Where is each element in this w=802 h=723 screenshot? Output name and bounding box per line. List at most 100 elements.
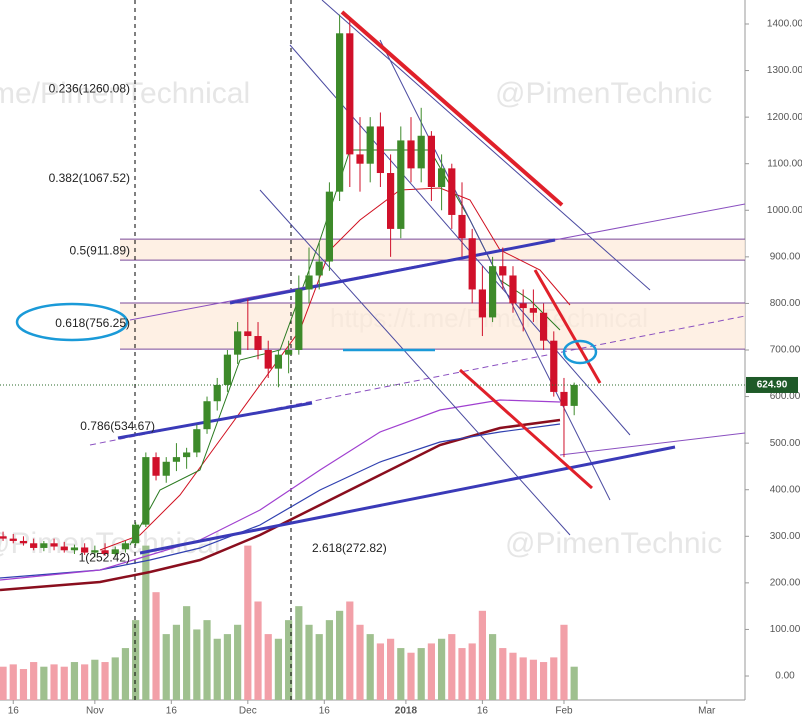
candle-body — [417, 135, 425, 169]
candle-body — [274, 354, 283, 369]
fib-zone — [120, 302, 745, 350]
candle-body — [152, 457, 160, 476]
trend-line — [321, 0, 651, 291]
highlight-circle — [15, 302, 129, 342]
volume-bar — [478, 610, 486, 700]
y-tick-label: 800.00 — [770, 298, 801, 309]
fib-label: 0.618(756.25) — [55, 316, 130, 330]
volume-bar — [285, 620, 293, 700]
watermark: @PimenTechnic — [495, 77, 712, 110]
ma-line — [99, 187, 571, 551]
volume-bar — [448, 634, 456, 700]
candle-body — [295, 289, 303, 350]
volume-bar — [193, 629, 201, 700]
candle-body — [111, 549, 119, 554]
y-tick-label: 1100.00 — [767, 158, 802, 169]
x-tick-label: Feb — [555, 706, 573, 717]
y-tick-label: 0.00 — [775, 671, 795, 682]
y-tick-label: 400.00 — [770, 484, 801, 495]
volume-bar — [397, 648, 405, 700]
volume-bar — [50, 664, 58, 700]
volume-bar — [142, 545, 150, 700]
volume-bar — [111, 657, 119, 700]
trend-line — [459, 368, 593, 490]
candle-body — [325, 191, 334, 262]
ma-line — [0, 399, 561, 581]
volume-bar — [468, 643, 476, 700]
candle-body — [213, 384, 221, 402]
volume-bar — [254, 601, 262, 700]
volume-bar — [132, 620, 140, 700]
x-tick-label: 2018 — [395, 706, 418, 717]
volume-bar — [458, 648, 466, 700]
volume-bar — [550, 657, 558, 700]
volume-bar — [264, 634, 272, 700]
candle-body — [539, 312, 548, 341]
volume-bar — [172, 624, 181, 700]
volume-bar — [152, 592, 160, 700]
volume-bar — [30, 662, 38, 700]
candle-body — [172, 457, 181, 462]
fib-label: 2.618(272.82) — [312, 541, 387, 555]
candle-body — [9, 538, 17, 541]
candle-body — [244, 331, 252, 337]
price-box — [746, 376, 798, 393]
x-tick-label: 16 — [166, 706, 178, 717]
candle-body — [478, 289, 486, 318]
candle-body — [397, 140, 405, 229]
candle-body — [488, 266, 497, 318]
candle-body — [70, 547, 79, 551]
candle-body — [91, 550, 99, 553]
highlight-circle — [562, 339, 598, 365]
ma-line — [0, 423, 561, 579]
y-tick-label: 1400.00 — [767, 19, 802, 30]
y-tick-label: 900.00 — [770, 251, 801, 262]
candle-body — [336, 33, 344, 192]
volume-bar — [234, 624, 242, 700]
candle-body — [509, 275, 517, 304]
fib-label: 0.5(911.89) — [70, 243, 131, 257]
trend-line — [229, 238, 556, 305]
volume-bar — [91, 659, 99, 700]
volume-bar — [223, 634, 232, 700]
drawings — [0, 0, 746, 700]
volume-bar — [121, 648, 130, 700]
x-tick-label: 16 — [319, 706, 331, 717]
volume-bar — [213, 638, 221, 700]
volume-bar — [70, 662, 79, 700]
y-tick-label: 1200.00 — [767, 112, 802, 123]
volume-bar — [295, 606, 303, 700]
candle-body — [437, 168, 446, 187]
volume-bar — [539, 662, 548, 700]
candle-body — [560, 391, 568, 406]
volume-bar — [336, 610, 344, 700]
candle-body — [570, 384, 578, 406]
candle-body — [162, 461, 170, 476]
fib-label: 0.786(534.67) — [80, 419, 155, 433]
volume-bar — [101, 662, 109, 700]
candle-body — [315, 261, 323, 276]
candle-body — [30, 543, 38, 548]
trend-line — [559, 432, 746, 456]
candle-body — [81, 547, 89, 553]
volume-bar — [274, 638, 283, 700]
fib-zone — [120, 239, 745, 261]
watermark: me/PimenTechnical — [0, 77, 250, 110]
volume-bar — [499, 648, 507, 700]
y-tick-label: 100.00 — [770, 624, 801, 635]
trend-line — [139, 445, 676, 555]
price-label: 624.90 — [757, 380, 788, 391]
y-tick-label: 200.00 — [770, 578, 801, 589]
volume-bar — [509, 652, 517, 700]
volume-bar — [356, 624, 364, 700]
x-tick-label: Dec — [239, 706, 257, 717]
candle-body — [468, 238, 476, 290]
trend-line — [340, 10, 564, 207]
volume-bar — [488, 634, 497, 700]
volume-bar — [417, 648, 425, 700]
y-tick-label: 300.00 — [770, 531, 801, 542]
candle-body — [19, 540, 28, 544]
y-tick-label: 600.00 — [770, 391, 801, 402]
volume-bar — [9, 664, 17, 700]
